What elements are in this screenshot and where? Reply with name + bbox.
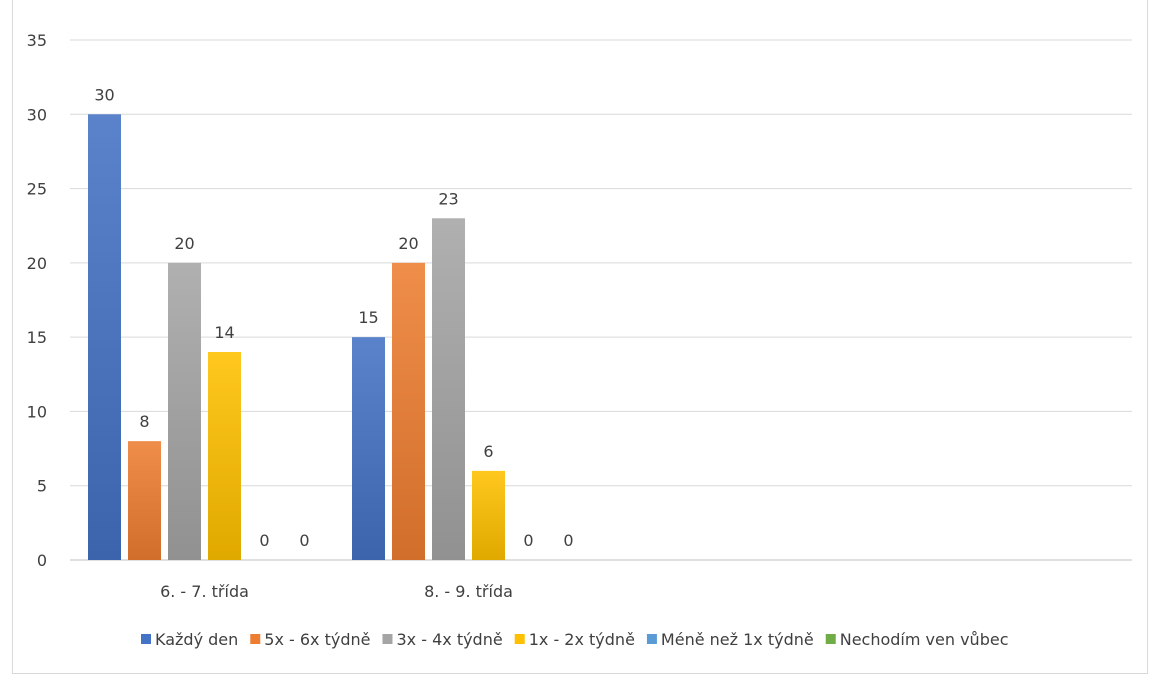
legend-item-1x-2x-tydne: 1x - 2x týdně — [514, 630, 635, 649]
legend-label: 3x - 4x týdně — [396, 630, 502, 649]
bar-5x-6x-tydne-6-7-trida — [128, 441, 161, 560]
y-tick-label: 20 — [27, 254, 47, 273]
x-tick-label: 6. - 7. třída — [160, 582, 249, 601]
y-tick-label: 25 — [27, 180, 47, 199]
chart-frame — [12, 0, 1148, 674]
bar-3x-4x-tydne-8-9-trida — [432, 218, 465, 561]
data-label: 8 — [139, 412, 149, 431]
data-label: 30 — [94, 85, 114, 104]
data-label: 15 — [358, 308, 378, 327]
x-axis-ticks: 6. - 7. třída 8. - 9. třída — [160, 582, 513, 601]
legend-label: Každý den — [155, 630, 238, 649]
legend-label: 1x - 2x týdně — [529, 630, 635, 649]
y-tick-label: 15 — [27, 328, 47, 347]
data-label: 0 — [523, 531, 533, 550]
gridlines — [70, 39, 1132, 561]
legend-label: 5x - 6x týdně — [264, 630, 370, 649]
legend-swatch — [825, 634, 836, 644]
data-label: 20 — [398, 234, 418, 253]
bars — [88, 114, 505, 561]
bar-1x-2x-tydne-8-9-trida — [472, 470, 505, 560]
y-tick-label: 30 — [27, 105, 47, 124]
y-tick-label: 10 — [27, 402, 47, 421]
data-labels: 30 8 20 14 0 0 15 20 23 6 0 0 — [94, 85, 573, 550]
legend-item-kazdy-den: Každý den — [141, 630, 238, 649]
legend-item-3x-4x-tydne: 3x - 4x týdně — [382, 630, 503, 649]
bar-kazdy-den-6-7-trida — [88, 114, 121, 561]
y-axis-ticks: 0 5 10 15 20 25 30 35 — [27, 31, 47, 570]
legend-swatch — [514, 634, 525, 644]
y-tick-label: 35 — [27, 31, 47, 50]
legend-swatch — [141, 634, 151, 644]
legend-item-mene-nez-1x-tydne: Méně než 1x týdně — [646, 630, 814, 649]
y-tick-label: 5 — [37, 477, 47, 496]
bar-3x-4x-tydne-6-7-trida — [168, 262, 201, 560]
data-label: 14 — [214, 323, 234, 342]
legend-swatch — [382, 634, 393, 644]
legend-swatch — [250, 634, 261, 644]
legend-label: Nechodím ven vůbec — [840, 630, 1009, 649]
legend-label: Méně než 1x týdně — [661, 630, 814, 649]
y-tick-label: 0 — [37, 551, 47, 570]
data-label: 23 — [438, 189, 458, 208]
legend: Každý den 5x - 6x týdně 3x - 4x týdně 1x - … — [141, 630, 1009, 649]
bar-5x-6x-tydne-8-9-trida — [392, 262, 425, 560]
data-label: 20 — [174, 234, 194, 253]
bar-1x-2x-tydne-6-7-trida — [208, 352, 241, 560]
data-label: 6 — [483, 442, 493, 461]
legend-item-5x-6x-tydne: 5x - 6x týdně — [250, 630, 370, 649]
x-tick-label: 8. - 9. třída — [424, 582, 513, 601]
bar-kazdy-den-8-9-trida — [352, 337, 385, 560]
legend-item-nechodim-ven-vubec: Nechodím ven vůbec — [825, 630, 1009, 649]
data-label: 0 — [299, 531, 309, 550]
legend-swatch — [646, 634, 657, 644]
data-label: 0 — [259, 531, 269, 550]
data-label: 0 — [563, 531, 573, 550]
